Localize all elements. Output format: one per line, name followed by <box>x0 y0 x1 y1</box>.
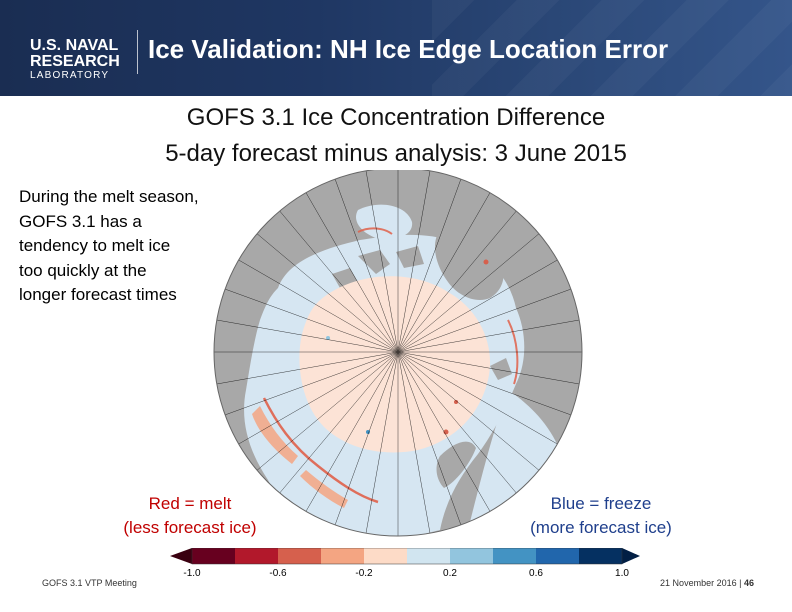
footer-date-page: 21 November 2016 | 46 <box>660 578 754 588</box>
colorbar-segment <box>235 548 279 564</box>
slide-title: Ice Validation: NH Ice Edge Location Err… <box>148 34 669 64</box>
meridian-line <box>256 233 399 353</box>
colorbar-tick: -0.6 <box>269 568 287 578</box>
meridian-line <box>279 351 399 494</box>
colorbar-tick: 0.6 <box>529 568 543 578</box>
novaya-zemlya <box>436 441 476 488</box>
logo-line-2: RESEARCH <box>30 53 120 70</box>
melt-label-line-2: (less forecast ice) <box>123 518 257 537</box>
note-line: too quickly at the <box>19 260 147 280</box>
meridian-line <box>225 351 399 416</box>
freeze-label-line-2: (more forecast ice) <box>530 518 672 537</box>
meridian-line <box>365 170 399 353</box>
logo-line-3: LABORATORY <box>30 70 110 81</box>
note-line: GOFS 3.1 has a <box>19 211 142 231</box>
meridian-line <box>397 210 517 353</box>
logo-divider <box>137 30 138 74</box>
melt-label-line-1: Red = melt <box>148 494 232 513</box>
meridian-line <box>238 259 399 353</box>
colorbar-segments <box>192 548 623 564</box>
colorbar-segment <box>493 548 537 564</box>
logo-line-1: U.S. NAVAL <box>30 37 119 54</box>
colorbar-tick: 0.2 <box>443 568 457 578</box>
freeze-spot <box>326 336 330 340</box>
meridian-line <box>397 179 462 353</box>
meridian-line <box>305 192 399 353</box>
meridian-line <box>397 170 431 353</box>
footer-meeting: GOFS 3.1 VTP Meeting <box>42 578 137 588</box>
map-border <box>213 170 583 537</box>
meridian-lines <box>214 170 582 536</box>
meridian-line <box>397 259 558 353</box>
meridian-line <box>397 351 462 525</box>
meridian-line <box>216 319 399 353</box>
meridian-line <box>397 351 540 471</box>
page-number: 46 <box>743 578 754 588</box>
footer-date: 21 November 2016 <box>660 578 737 588</box>
colorbar-tick: 1.0 <box>615 568 629 578</box>
footer-separator: | <box>739 578 742 588</box>
colorbar-segment <box>450 548 494 564</box>
note-line: longer forecast times <box>19 285 177 304</box>
meridian-line <box>397 351 571 416</box>
freeze-legend-label: Blue = freeze (more forecast ice) <box>505 492 697 540</box>
meridian-line <box>225 288 399 353</box>
colorbar-tick: -1.0 <box>183 568 201 578</box>
colorbar-segment <box>407 548 451 564</box>
meridian-line <box>397 319 580 353</box>
arctic-difference-map <box>213 170 583 537</box>
central-ice-pack <box>299 276 491 453</box>
melt-spot <box>483 259 489 265</box>
melt-spot <box>454 400 458 404</box>
meridian-line <box>238 351 399 445</box>
colorbar-segment <box>192 548 236 564</box>
header-pattern <box>432 0 792 96</box>
colorbar-segment <box>536 548 580 564</box>
meridian-line <box>397 351 431 534</box>
meridian-line <box>397 233 540 353</box>
colorbar-tick: -0.2 <box>355 568 373 578</box>
meridian-line <box>216 351 399 385</box>
greenland <box>434 229 504 301</box>
colorbar-low-arrow <box>170 548 192 564</box>
subtitle-line-2: 5-day forecast minus analysis: 3 June 20… <box>165 140 627 167</box>
meridian-line <box>397 192 491 353</box>
meridian-line <box>397 351 580 385</box>
meridian-line <box>334 351 399 525</box>
note-line: tendency to melt ice <box>19 236 171 255</box>
colorbar-segment <box>579 548 623 564</box>
colorbar-segment <box>321 548 365 564</box>
colorbar-high-arrow <box>622 548 640 564</box>
meridian-line <box>397 351 558 445</box>
colorbar-frame <box>191 548 623 565</box>
meridian-line <box>397 351 491 512</box>
ice-edge-melt-east <box>357 227 519 385</box>
melt-season-note: During the melt season, GOFS 3.1 has a t… <box>19 185 229 308</box>
meridian-line <box>256 351 399 471</box>
ice-edge-melt <box>262 397 379 504</box>
meridian-line <box>305 351 399 512</box>
subtitle-line-1: GOFS 3.1 Ice Concentration Difference <box>186 104 606 131</box>
melt-region <box>252 406 348 508</box>
freeze-label-line-1: Blue = freeze <box>550 494 652 513</box>
nrl-logo: U.S. NAVAL RESEARCH LABORATORY <box>30 38 130 82</box>
svalbard <box>490 358 512 380</box>
colorbar-segment <box>364 548 408 564</box>
header-bar: U.S. NAVAL RESEARCH LABORATORY Ice Valid… <box>0 0 792 96</box>
meridian-line <box>334 179 399 353</box>
colorbar: -1.0 -0.6 -0.2 0.2 0.6 1.0 <box>170 548 640 578</box>
meridian-line <box>397 288 571 353</box>
melt-legend-label: Red = melt (less forecast ice) <box>100 492 280 540</box>
note-line: During the melt season, <box>19 187 199 206</box>
meridian-line <box>279 210 399 353</box>
meridian-line <box>397 351 517 494</box>
colorbar-segment <box>278 548 322 564</box>
meridian-line <box>365 351 399 534</box>
